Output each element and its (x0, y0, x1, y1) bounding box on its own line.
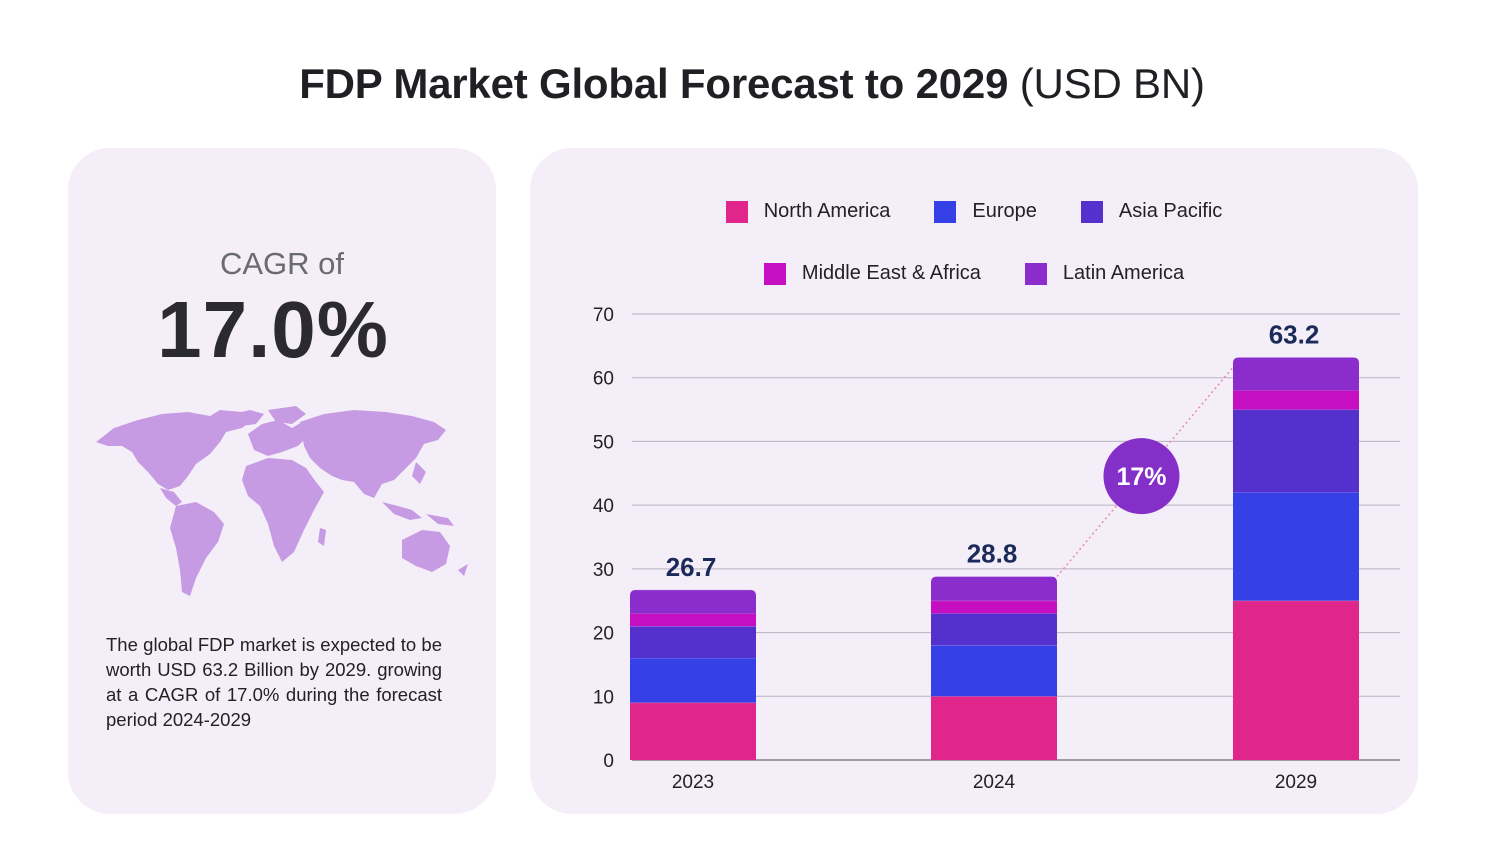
y-tick-label: 20 (593, 624, 614, 645)
cagr-badge (1103, 438, 1180, 515)
y-tick-label: 10 (593, 687, 614, 708)
legend-swatch (1024, 262, 1047, 285)
legend-item-middle-east-africa: Middle East & Africa (763, 262, 981, 285)
bar-segment (1233, 409, 1359, 493)
legend-swatch (1080, 200, 1103, 223)
legend-item-asia-pacific: Asia Pacific (1080, 200, 1223, 223)
bar-segment (931, 645, 1057, 697)
bar-segment (630, 613, 756, 627)
y-tick-label: 30 (593, 560, 614, 581)
legend-swatch (725, 200, 748, 223)
market-description: The global FDP market is expected to be … (106, 634, 442, 730)
bar-segment (931, 696, 1057, 760)
total-data-label: 26.7 (666, 552, 717, 582)
cagr-label: CAGR of (219, 246, 345, 281)
bar-segment (630, 589, 756, 614)
bar-segment (1233, 600, 1359, 760)
bar-segment (1233, 492, 1359, 601)
legend-label: Asia Pacific (1118, 200, 1223, 222)
chart-legend-row-2: Middle East & Africa Latin America (530, 262, 1418, 285)
stacked-bar-chart: 0 10 20 30 40 50 60 70 2023 26.7 2024 28.8 2029 63.2 1… (593, 305, 1400, 793)
chart-legend-row-1: North America Europe Asia Pacific (530, 200, 1418, 223)
bar-segment (630, 702, 756, 760)
chart-card: North America Europe Asia Pacific Middle… (530, 148, 1418, 814)
legend-label: Latin America (1062, 262, 1185, 284)
y-tick-label: 50 (593, 432, 614, 453)
title-unit: (USD BN) (1019, 60, 1205, 107)
y-tick-label: 0 (603, 751, 614, 772)
cagr-value: 17.0% (157, 285, 389, 374)
legend-item-north-america: North America (725, 200, 891, 223)
bar-segment (931, 613, 1057, 646)
x-tick-label: 2023 (672, 772, 714, 793)
cagr-card: CAGR of 17.0% The g (68, 148, 496, 814)
total-data-label: 28.8 (967, 539, 1018, 569)
legend-swatch (763, 262, 786, 285)
legend-label: Europe (972, 200, 1037, 222)
world-map-icon (96, 406, 468, 596)
legend-label: North America (763, 200, 891, 222)
bar-segment (630, 658, 756, 703)
legend-item-europe: Europe (934, 200, 1037, 223)
total-data-label: 63.2 (1269, 319, 1320, 349)
legend-swatch (934, 200, 957, 223)
bar-segment (931, 576, 1057, 601)
x-tick-label: 2024 (973, 772, 1016, 793)
y-tick-label: 40 (593, 496, 614, 517)
legend-item-latin-america: Latin America (1024, 262, 1185, 285)
cagr-badge-label: 17% (1116, 463, 1166, 491)
page-title: FDP Market Global Forecast to 2029 (USD … (0, 60, 1504, 108)
y-tick-label: 70 (593, 305, 614, 326)
legend-label: Middle East & Africa (801, 262, 981, 284)
bar-segment (1233, 357, 1359, 391)
x-tick-label: 2029 (1275, 772, 1317, 793)
title-main: FDP Market Global Forecast to 2029 (299, 60, 1009, 107)
y-tick-label: 60 (593, 369, 614, 390)
bar-segment (931, 600, 1057, 614)
bar-segment (630, 626, 756, 659)
bar-segment (1233, 390, 1359, 410)
